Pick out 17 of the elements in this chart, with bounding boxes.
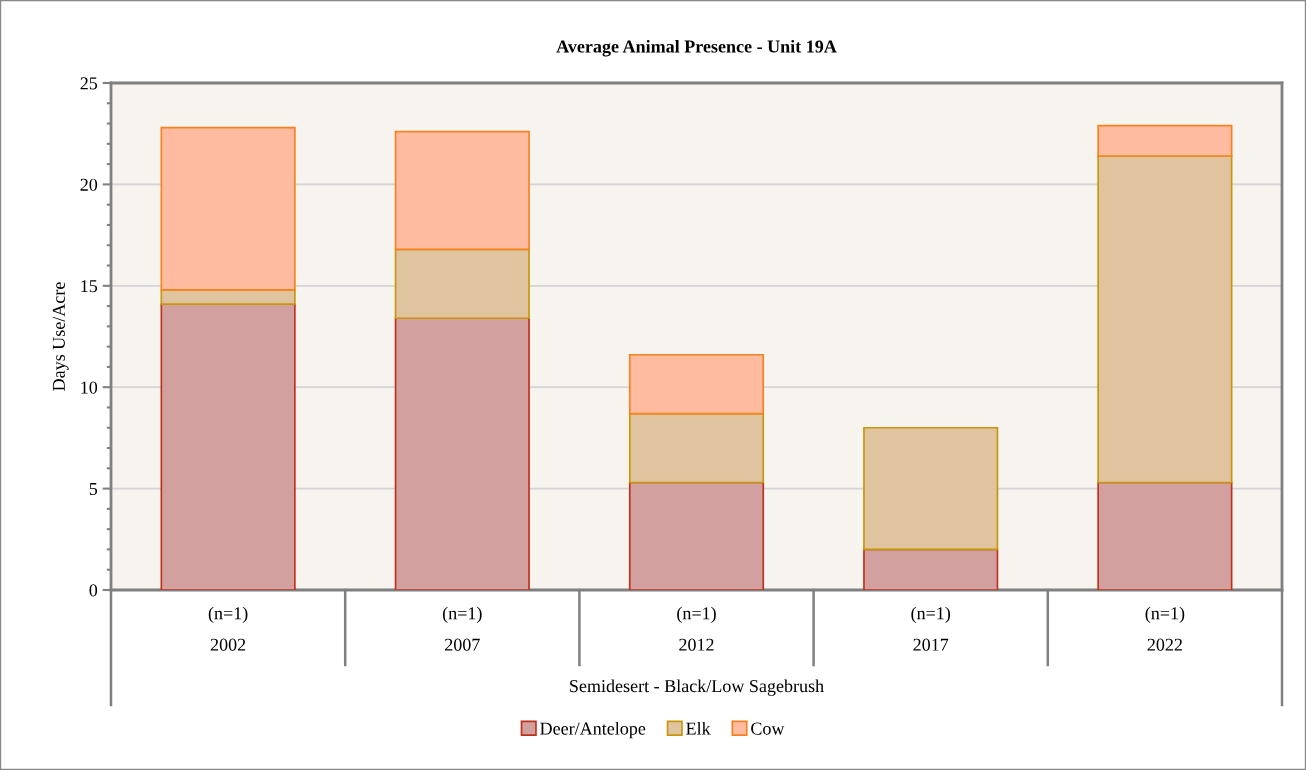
- y-axis-title: Days Use/Acre: [52, 282, 69, 391]
- x-tick-label: (n=1) 2017: [911, 606, 951, 651]
- chart-title: Average Animal Presence - Unit 19A: [556, 39, 837, 57]
- x-tick-label: (n=1) 2007: [442, 606, 482, 651]
- y-tick-label: 20: [80, 178, 98, 191]
- legend-label: Elk: [686, 721, 711, 735]
- x-tick-label: (n=1) 2002: [208, 606, 248, 651]
- x-tick-label: (n=1) 2022: [1145, 606, 1185, 651]
- y-tick-label: 0: [89, 584, 98, 597]
- y-tick-label: 10: [81, 381, 98, 394]
- legend-label: Cow: [751, 722, 785, 735]
- y-tick-label: 5: [89, 483, 98, 496]
- y-tick-label: 25: [80, 77, 98, 90]
- legend-label: Deer/Antelope: [540, 721, 646, 739]
- x-axis-title: Semidesert - Black/Low Sagebrush: [570, 679, 824, 696]
- y-tick-label: 15: [81, 280, 98, 293]
- x-tick-label: (n=1) 2012: [677, 606, 716, 651]
